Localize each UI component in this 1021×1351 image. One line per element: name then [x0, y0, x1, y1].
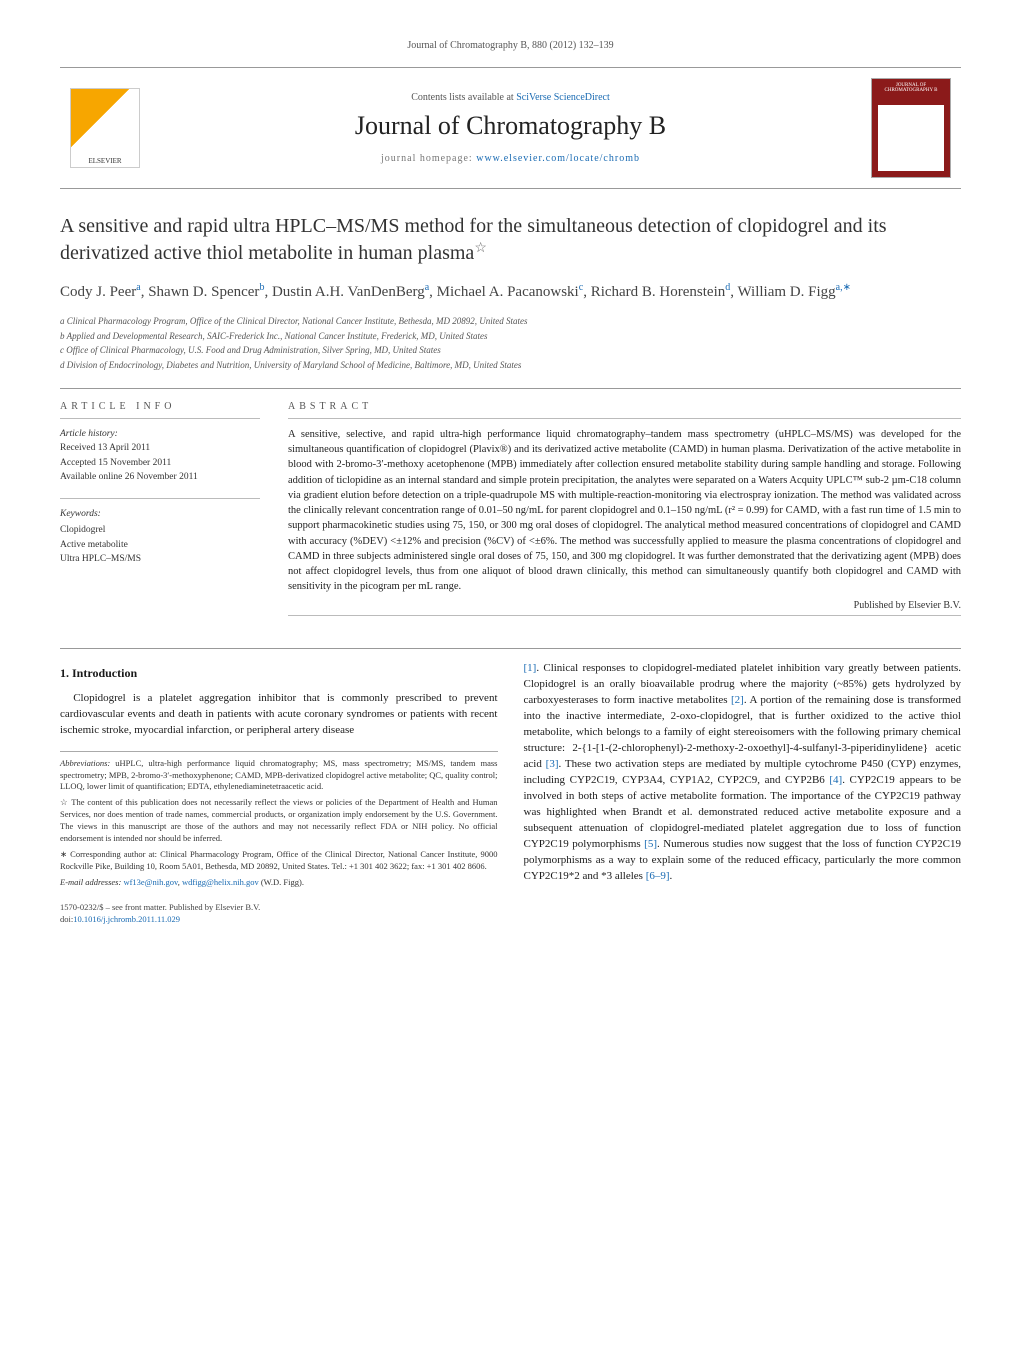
left-column-block: 1. Introduction Clopidogrel is a platele…: [60, 665, 498, 925]
email-head: E-mail addresses:: [60, 877, 123, 887]
masthead-center: Contents lists available at SciVerse Sci…: [150, 92, 871, 164]
article-history: Article history: Received 13 April 2011 …: [60, 427, 260, 484]
divider-2: [60, 648, 961, 649]
history-online: Available online 26 November 2011: [60, 472, 198, 482]
corresponding-author-footnote: ∗ Corresponding author at: Clinical Phar…: [60, 849, 498, 873]
copyright-block: 1570-0232/$ – see front matter. Publishe…: [60, 901, 498, 926]
copyright-line: 1570-0232/$ – see front matter. Publishe…: [60, 901, 498, 913]
email-tail: (W.D. Figg).: [259, 877, 304, 887]
affil-sup-4: c: [579, 282, 583, 293]
homepage-prefix: journal homepage:: [381, 153, 476, 164]
intro-p2f: .: [670, 870, 673, 882]
history-head: Article history:: [60, 429, 118, 439]
abbr-head: Abbreviations:: [60, 758, 110, 768]
affil-sup-6: a,∗: [836, 282, 851, 293]
author-6: William D. Figg: [737, 284, 835, 300]
section-heading-intro: 1. Introduction: [60, 665, 498, 682]
article-info-head: ARTICLE INFO: [60, 401, 260, 412]
published-by: Published by Elsevier B.V.: [288, 600, 961, 611]
keyword-3: Ultra HPLC–MS/MS: [60, 552, 260, 566]
doi-line: doi:10.1016/j.jchromb.2011.11.029: [60, 913, 498, 925]
footnotes: Abbreviations: uHPLC, ultra-high perform…: [60, 751, 498, 889]
thin-divider: [60, 418, 260, 419]
cover-thumb-wrap: JOURNAL OF CHROMATOGRAPHY B: [871, 78, 961, 178]
article-info-column: ARTICLE INFO Article history: Received 1…: [60, 401, 260, 624]
email-link-2[interactable]: wdfigg@helix.nih.gov: [182, 877, 259, 887]
ref-link-4[interactable]: [4]: [829, 774, 842, 786]
ref-link-2[interactable]: [2]: [731, 694, 744, 706]
doi-prefix: doi:: [60, 914, 73, 924]
masthead: ELSEVIER Contents lists available at Sci…: [60, 67, 961, 189]
abstract-column: ABSTRACT A sensitive, selective, and rap…: [288, 401, 961, 624]
author-1: Cody J. Peer: [60, 284, 136, 300]
info-abstract-row: ARTICLE INFO Article history: Received 1…: [60, 401, 961, 624]
divider: [60, 388, 961, 389]
keyword-1: Clopidogrel: [60, 523, 260, 537]
affiliation-a: a Clinical Pharmacology Program, Office …: [60, 315, 961, 329]
journal-homepage-link[interactable]: www.elsevier.com/locate/chromb: [476, 153, 640, 164]
elsevier-logo-icon: ELSEVIER: [70, 88, 140, 168]
affiliation-c: c Office of Clinical Pharmacology, U.S. …: [60, 344, 961, 358]
journal-name: Journal of Chromatography B: [150, 111, 871, 141]
affil-sup-2: b: [259, 282, 264, 293]
body-two-column: 1. Introduction Clopidogrel is a platele…: [60, 661, 961, 925]
intro-p1-text: Clopidogrel is a platelet aggregation in…: [60, 692, 498, 736]
article-title: A sensitive and rapid ultra HPLC–MS/MS m…: [60, 213, 961, 267]
disclaimer-footnote: ☆ The content of this publication does n…: [60, 797, 498, 845]
author-5: Richard B. Horenstein: [591, 284, 726, 300]
elsevier-logo-label: ELSEVIER: [88, 157, 121, 165]
keyword-2: Active metabolite: [60, 538, 260, 552]
running-head: Journal of Chromatography B, 880 (2012) …: [60, 40, 961, 51]
ref-link-1[interactable]: [1]: [524, 662, 537, 674]
author-2: Shawn D. Spencer: [148, 284, 259, 300]
authors: Cody J. Peera, Shawn D. Spencerb, Dustin…: [60, 281, 961, 303]
history-received: Received 13 April 2011: [60, 443, 150, 453]
title-footnote-marker: ☆: [474, 241, 487, 256]
thin-divider-3: [288, 418, 961, 419]
author-3: Dustin A.H. VanDenBerg: [272, 284, 425, 300]
intro-paragraph-1: Clopidogrel is a platelet aggregation in…: [60, 691, 498, 739]
affiliation-b: b Applied and Developmental Research, SA…: [60, 330, 961, 344]
cover-thumb-label: JOURNAL OF CHROMATOGRAPHY B: [876, 83, 946, 93]
keywords-head: Keywords:: [60, 507, 260, 521]
abstract-text: A sensitive, selective, and rapid ultra-…: [288, 427, 961, 594]
affiliations: a Clinical Pharmacology Program, Office …: [60, 315, 961, 372]
abbr-text: uHPLC, ultra-high performance liquid chr…: [60, 758, 498, 792]
thin-divider-4: [288, 615, 961, 616]
contents-available-line: Contents lists available at SciVerse Sci…: [150, 92, 871, 103]
affil-sup-1: a: [136, 282, 140, 293]
email-link-1[interactable]: wf13e@nih.gov: [123, 877, 177, 887]
publisher-logo-wrap: ELSEVIER: [60, 88, 150, 168]
email-footnote: E-mail addresses: wf13e@nih.gov, wdfigg@…: [60, 877, 498, 889]
intro-paragraph-2: [1]. Clinical responses to clopidogrel-m…: [524, 661, 962, 884]
keywords-block: Keywords: Clopidogrel Active metabolite …: [60, 507, 260, 566]
affiliation-d: d Division of Endocrinology, Diabetes an…: [60, 359, 961, 373]
ref-link-5[interactable]: [5]: [644, 838, 657, 850]
history-accepted: Accepted 15 November 2011: [60, 458, 171, 468]
doi-link[interactable]: 10.1016/j.jchromb.2011.11.029: [73, 914, 180, 924]
ref-link-3[interactable]: [3]: [546, 758, 559, 770]
journal-homepage-line: journal homepage: www.elsevier.com/locat…: [150, 153, 871, 164]
affil-sup-5: d: [725, 282, 730, 293]
abstract-head: ABSTRACT: [288, 401, 961, 412]
contents-prefix: Contents lists available at: [411, 92, 516, 103]
abbreviations-footnote: Abbreviations: uHPLC, ultra-high perform…: [60, 758, 498, 794]
title-text: A sensitive and rapid ultra HPLC–MS/MS m…: [60, 215, 887, 264]
sciencedirect-link[interactable]: SciVerse ScienceDirect: [516, 92, 610, 103]
ref-link-6-9[interactable]: [6–9]: [646, 870, 670, 882]
page: Journal of Chromatography B, 880 (2012) …: [0, 0, 1021, 965]
author-4: Michael A. Pacanowski: [437, 284, 579, 300]
thin-divider-2: [60, 498, 260, 499]
journal-cover-icon: JOURNAL OF CHROMATOGRAPHY B: [871, 78, 951, 178]
affil-sup-3: a: [425, 282, 429, 293]
